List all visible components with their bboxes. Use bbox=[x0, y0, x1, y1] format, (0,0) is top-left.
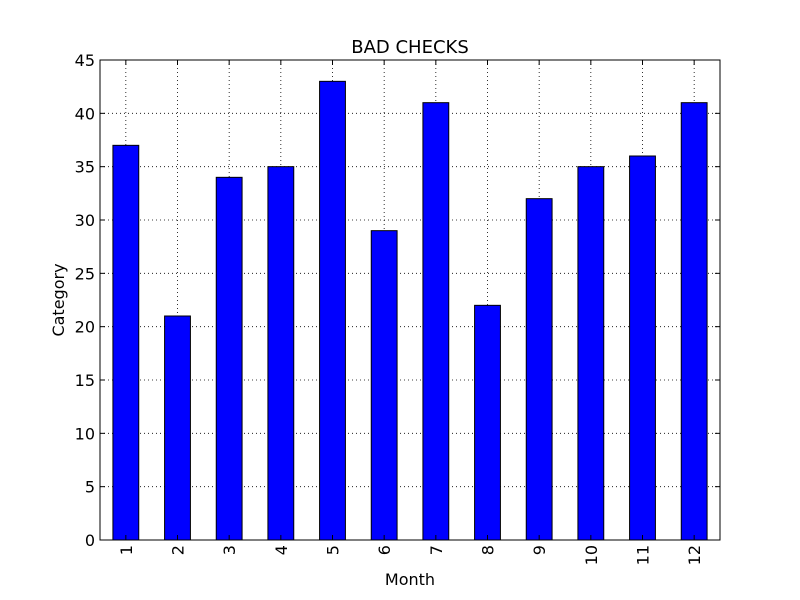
x-tick-label: 10 bbox=[582, 545, 601, 565]
x-tick-label: 9 bbox=[530, 545, 549, 555]
x-axis-label: Month bbox=[385, 570, 435, 589]
x-tick-label: 11 bbox=[634, 545, 653, 565]
y-tick-label: 25 bbox=[75, 264, 95, 283]
bar-month-11 bbox=[629, 155, 656, 541]
chart-title: BAD CHECKS bbox=[351, 37, 469, 58]
bar-month-12 bbox=[680, 102, 708, 541]
grid-lines bbox=[100, 60, 720, 540]
bar-month-10 bbox=[577, 166, 605, 541]
bar-month-1 bbox=[112, 144, 140, 541]
y-axis-label: Category bbox=[49, 263, 68, 336]
ticks bbox=[100, 59, 720, 541]
y-tick-label: 20 bbox=[75, 318, 95, 337]
y-tick-label: 10 bbox=[75, 424, 95, 443]
x-tick-label: 3 bbox=[220, 545, 239, 555]
bar-month-7 bbox=[422, 102, 450, 541]
y-tick-label: 30 bbox=[75, 211, 95, 230]
x-tick-label: 8 bbox=[479, 545, 498, 555]
y-tick-label: 45 bbox=[75, 51, 95, 70]
bar-month-5 bbox=[319, 80, 346, 541]
x-tick-label: 1 bbox=[117, 545, 136, 555]
bar-month-9 bbox=[525, 198, 553, 541]
y-tick-label: 0 bbox=[85, 531, 95, 550]
bar-month-8 bbox=[474, 304, 501, 541]
x-tick-label: 12 bbox=[685, 545, 704, 565]
y-tick-label: 5 bbox=[85, 478, 95, 497]
x-tick-label: 4 bbox=[272, 545, 291, 555]
y-tick-label: 35 bbox=[75, 158, 95, 177]
bar-month-2 bbox=[164, 315, 191, 541]
bar-month-4 bbox=[267, 166, 295, 541]
x-tick-label: 2 bbox=[169, 545, 188, 555]
y-tick-label: 40 bbox=[75, 104, 95, 123]
y-tick-label: 15 bbox=[75, 371, 95, 390]
bar-month-3 bbox=[215, 176, 243, 541]
x-tick-label: 7 bbox=[427, 545, 446, 555]
plot-frame bbox=[99, 59, 721, 541]
bar-month-6 bbox=[370, 230, 398, 541]
bars bbox=[112, 80, 708, 541]
x-tick-label: 6 bbox=[375, 545, 394, 555]
x-tick-label: 5 bbox=[324, 545, 343, 555]
